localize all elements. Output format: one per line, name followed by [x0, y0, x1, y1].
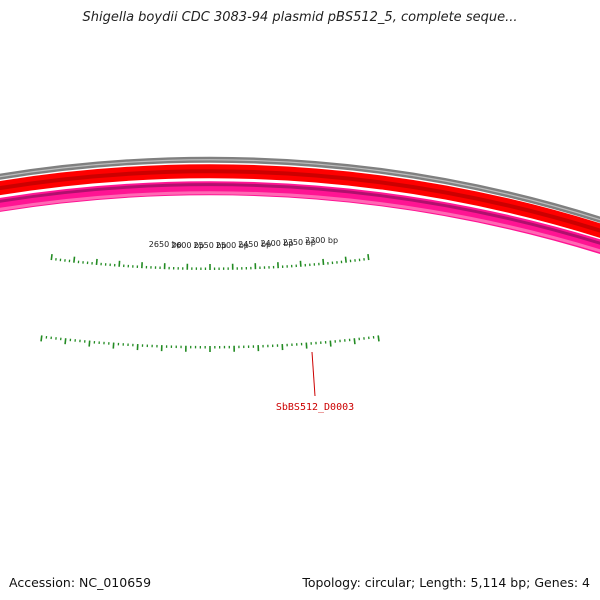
bp-label: 2600 bp [171, 241, 204, 250]
bp-label: 2500 bp [216, 241, 249, 250]
gene-label-group: SbBS512_D0003 [276, 351, 354, 413]
bp-label: 2650 bp [149, 240, 182, 249]
backbone-ring-highlight [0, 159, 600, 221]
outer-tick-mark [322, 258, 325, 265]
inner-tick-mark [353, 338, 356, 345]
bp-label: 2300 bp [305, 236, 338, 245]
inner-tick-mark [64, 338, 67, 345]
outer-tick-mark [344, 256, 347, 263]
reverse-gene-track [0, 181, 600, 255]
topology-summary-text: Topology: circular; Length: 5,114 bp; Ge… [302, 575, 590, 590]
reverse-gene-arc-shade [0, 183, 600, 245]
backbone-ring [0, 156, 600, 223]
outer-tick-mark [50, 253, 53, 261]
forward-gene-arc-shade [0, 169, 600, 233]
outer-tick-mark [367, 253, 370, 261]
forward-gene-track [0, 164, 600, 238]
gene-label-sbbs512-d0003: SbBS512_D0003 [276, 402, 354, 413]
outer-tick-mark [95, 258, 98, 265]
inner-tick-mark [88, 340, 91, 347]
bp-label: 2550 bp [193, 241, 226, 250]
outer-tick-ruler [50, 253, 370, 270]
reverse-gene-arc [0, 181, 600, 255]
inner-tick-mark [377, 335, 380, 342]
gene-callout-line [311, 351, 316, 397]
inner-tick-mark [329, 340, 332, 347]
reverse-gene-arc-light [0, 191, 600, 253]
bp-label: 2400 bp [260, 239, 293, 248]
bp-label: 2350 bp [283, 238, 316, 247]
map-title: Shigella boydii CDC 3083-94 plasmid pBS5… [82, 10, 518, 25]
bp-label: 2450 bp [238, 240, 271, 249]
outer-tick-mark [73, 256, 76, 263]
inner-tick-ruler [40, 335, 380, 352]
accession-text: Accession: NC_010659 [9, 575, 152, 590]
inner-tick-mark [40, 335, 43, 342]
